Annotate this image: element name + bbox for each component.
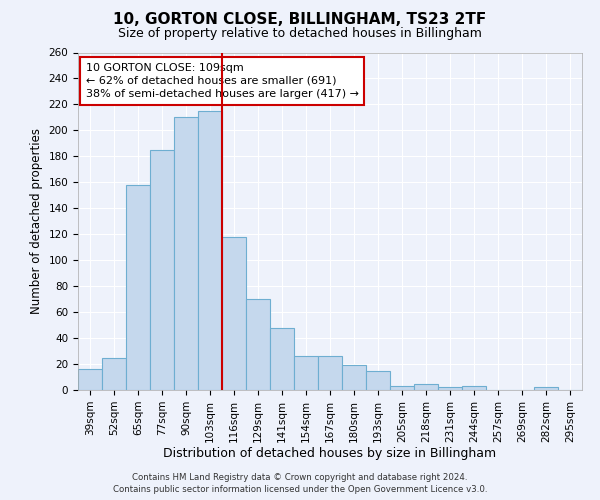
Bar xyxy=(198,111,222,390)
Text: Size of property relative to detached houses in Billingham: Size of property relative to detached ho… xyxy=(118,28,482,40)
Bar xyxy=(342,366,366,390)
Bar xyxy=(318,356,342,390)
Bar xyxy=(534,388,558,390)
Bar xyxy=(438,388,462,390)
Bar xyxy=(246,299,270,390)
Bar xyxy=(126,185,150,390)
Bar xyxy=(222,237,246,390)
Bar xyxy=(150,150,174,390)
Bar xyxy=(294,356,318,390)
Bar xyxy=(414,384,438,390)
Y-axis label: Number of detached properties: Number of detached properties xyxy=(30,128,43,314)
Text: Contains HM Land Registry data © Crown copyright and database right 2024.
Contai: Contains HM Land Registry data © Crown c… xyxy=(113,472,487,494)
Bar xyxy=(462,386,486,390)
Text: 10 GORTON CLOSE: 109sqm
← 62% of detached houses are smaller (691)
38% of semi-d: 10 GORTON CLOSE: 109sqm ← 62% of detache… xyxy=(86,62,359,99)
Bar xyxy=(78,369,102,390)
Text: 10, GORTON CLOSE, BILLINGHAM, TS23 2TF: 10, GORTON CLOSE, BILLINGHAM, TS23 2TF xyxy=(113,12,487,28)
Bar xyxy=(102,358,126,390)
Bar xyxy=(390,386,414,390)
X-axis label: Distribution of detached houses by size in Billingham: Distribution of detached houses by size … xyxy=(163,448,497,460)
Bar xyxy=(366,370,390,390)
Bar xyxy=(270,328,294,390)
Bar xyxy=(174,118,198,390)
